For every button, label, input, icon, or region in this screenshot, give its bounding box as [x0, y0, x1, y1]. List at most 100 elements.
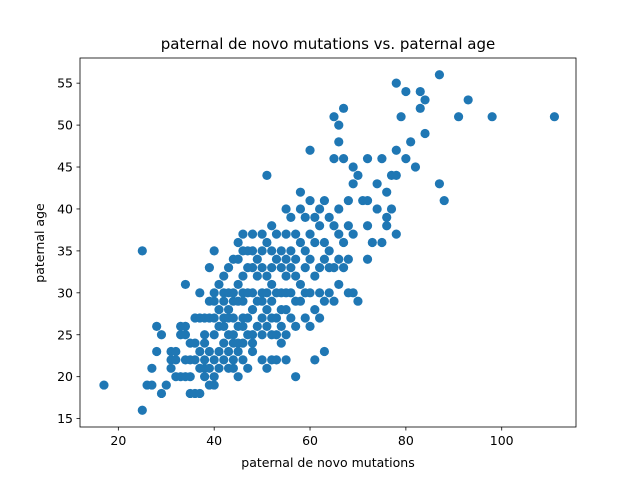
scatter-point — [281, 204, 291, 214]
scatter-point — [281, 304, 291, 315]
scatter-point — [209, 355, 219, 365]
scatter-point — [372, 204, 382, 214]
scatter-point — [257, 313, 267, 323]
scatter-point — [238, 296, 248, 306]
scatter-point — [286, 288, 296, 298]
scatter-point — [310, 304, 320, 315]
scatter-point — [152, 346, 162, 357]
scatter-point — [276, 246, 286, 256]
scatter-point — [310, 212, 320, 222]
scatter-point — [377, 237, 387, 248]
chart-title: paternal de novo mutations vs. paternal … — [161, 35, 495, 53]
scatter-point — [233, 372, 243, 382]
scatter-point — [295, 237, 306, 248]
scatter-point — [228, 313, 238, 323]
scatter-point — [343, 221, 353, 231]
scatter-point — [391, 145, 401, 155]
scatter-point — [243, 313, 253, 323]
scatter-point — [382, 212, 392, 222]
scatter-point — [190, 355, 200, 365]
scatter-point — [238, 355, 248, 365]
scatter-point — [315, 313, 325, 323]
scatter-point — [267, 246, 277, 256]
scatter-point — [329, 221, 339, 231]
scatter-point — [228, 363, 238, 373]
scatter-point — [362, 154, 373, 164]
scatter-point — [271, 330, 282, 340]
scatter-point — [209, 372, 219, 382]
scatter-point — [147, 380, 157, 390]
scatter-point — [410, 162, 421, 172]
scatter-point — [200, 372, 210, 382]
scatter-point — [300, 313, 310, 323]
scatter-point — [319, 237, 330, 248]
scatter-point — [281, 229, 291, 239]
scatter-point — [295, 279, 306, 290]
y-tick-label: 25 — [57, 327, 73, 342]
scatter-point — [329, 112, 339, 122]
scatter-point — [219, 271, 229, 281]
scatter-point — [305, 321, 315, 331]
scatter-point — [276, 338, 286, 348]
y-tick-label: 15 — [57, 411, 73, 426]
scatter-point — [300, 263, 310, 273]
scatter-point — [214, 363, 224, 373]
scatter-point — [319, 296, 330, 306]
scatter-point — [372, 179, 382, 189]
scatter-point — [209, 296, 219, 306]
scatter-point — [247, 330, 258, 340]
scatter-point — [219, 296, 229, 306]
scatter-point — [348, 179, 358, 189]
scatter-point — [353, 170, 363, 181]
scatter-point — [334, 120, 344, 130]
scatter-point — [195, 388, 205, 399]
scatter-point — [334, 279, 344, 290]
scatter-point — [195, 288, 205, 298]
scatter-point — [271, 313, 282, 323]
scatter-point — [286, 246, 296, 256]
scatter-point — [348, 288, 358, 298]
scatter-point — [334, 137, 344, 147]
scatter-point — [171, 346, 181, 357]
scatter-point — [338, 103, 349, 113]
scatter-point — [238, 229, 248, 239]
scatter-point — [310, 271, 320, 281]
scatter-point — [362, 195, 373, 206]
x-tick-label: 60 — [302, 433, 318, 448]
scatter-point — [415, 103, 425, 113]
y-tick-label: 45 — [57, 160, 73, 175]
scatter-point — [329, 296, 339, 306]
scatter-point — [214, 279, 224, 290]
scatter-point — [257, 296, 267, 306]
scatter-point — [291, 372, 301, 382]
scatter-point — [247, 346, 258, 357]
scatter-point — [233, 254, 243, 264]
scatter-point — [262, 363, 272, 373]
scatter-point — [219, 355, 229, 365]
y-tick-label: 50 — [57, 118, 73, 133]
scatter-point — [300, 212, 310, 222]
scatter-point — [420, 95, 430, 105]
scatter-point — [415, 86, 425, 97]
scatter-point — [267, 221, 277, 231]
scatter-point — [200, 330, 210, 340]
scatter-point — [334, 254, 344, 264]
scatter-point — [238, 338, 248, 348]
scatter-point — [463, 95, 473, 105]
scatter-point — [223, 346, 234, 357]
scatter-point — [329, 154, 339, 164]
scatter-point — [99, 380, 109, 390]
scatter-point — [362, 254, 373, 264]
scatter-point — [238, 271, 248, 281]
scatter-point — [147, 363, 157, 373]
scatter-point — [382, 221, 392, 231]
scatter-point — [305, 145, 315, 155]
plot-frame — [79, 57, 577, 428]
x-tick-label: 80 — [398, 433, 414, 448]
scatter-point — [190, 338, 200, 348]
scatter-point — [549, 112, 560, 122]
scatter-point — [343, 254, 353, 264]
scatter-point — [247, 229, 258, 239]
scatter-point — [262, 237, 272, 248]
